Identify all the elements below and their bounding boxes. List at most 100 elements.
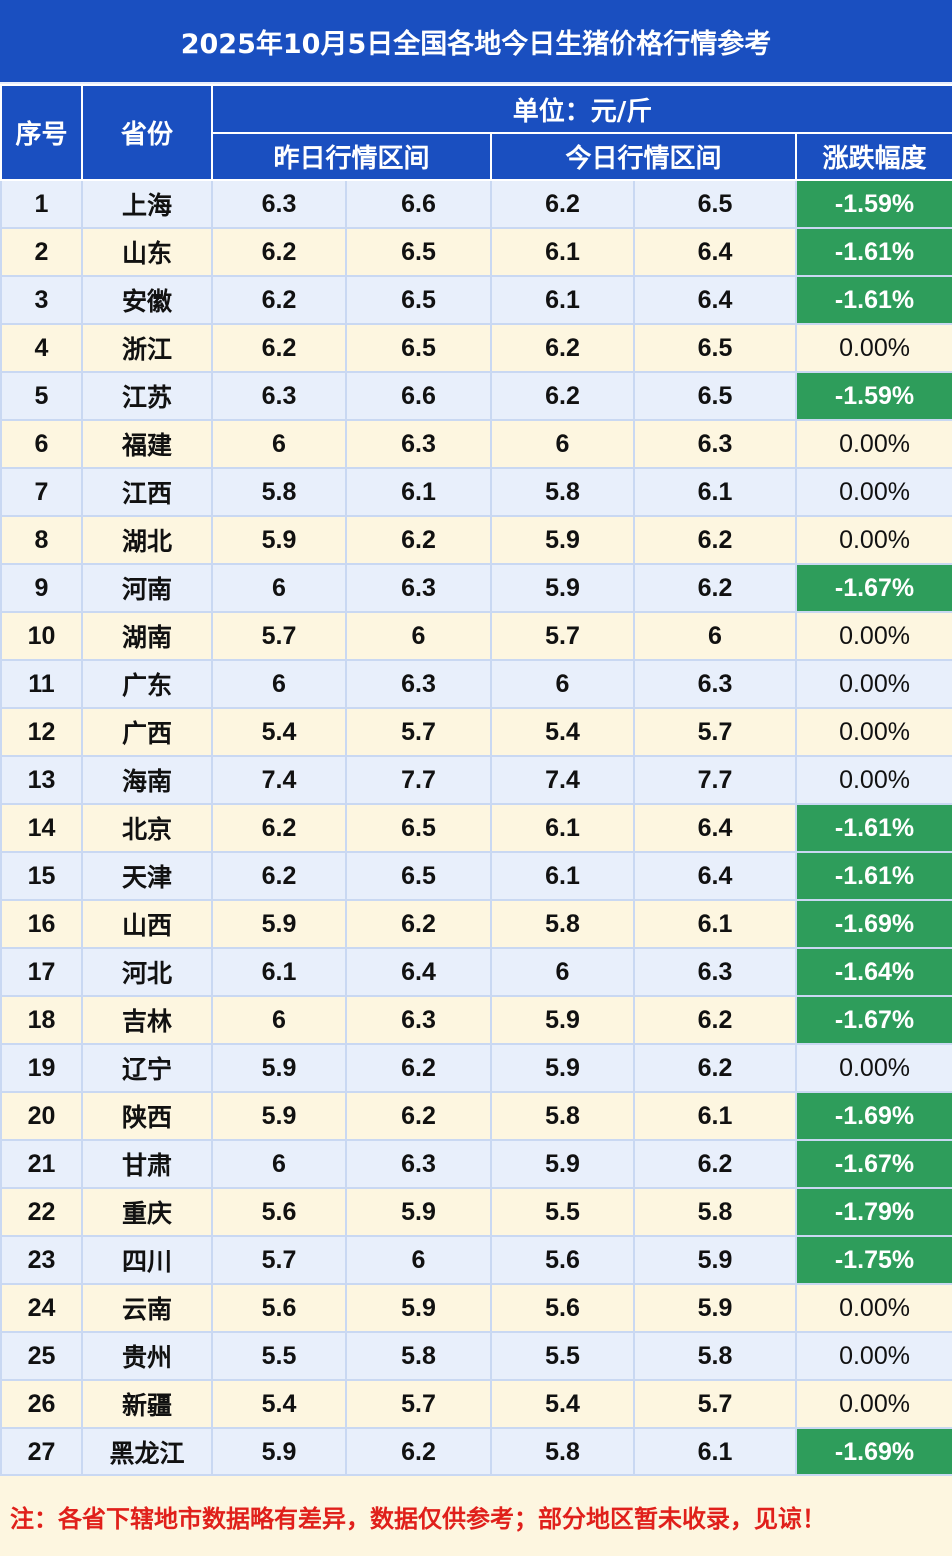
table-row: 3 安徽 6.2 6.5 6.1 6.4 -1.61%	[0, 275, 952, 325]
cell-yesterday-low: 5.9	[211, 1427, 347, 1477]
table-row: 4 浙江 6.2 6.5 6.2 6.5 0.00%	[0, 323, 952, 373]
cell-yesterday-high: 6.3	[345, 563, 492, 613]
cell-province: 浙江	[81, 323, 213, 373]
cell-change: 0.00%	[794, 323, 952, 373]
cell-today-low: 5.9	[490, 995, 635, 1045]
cell-change: -1.67%	[794, 563, 952, 613]
cell-index: 13	[0, 755, 83, 805]
cell-province: 贵州	[81, 1331, 213, 1381]
header-province: 省份	[81, 84, 213, 181]
cell-index: 19	[0, 1043, 83, 1093]
cell-change: 0.00%	[794, 1283, 952, 1333]
cell-province: 江西	[81, 467, 213, 517]
cell-today-low: 6.2	[490, 179, 635, 229]
table-row: 26 新疆 5.4 5.7 5.4 5.7 0.00%	[0, 1379, 952, 1429]
cell-today-high: 6.1	[633, 467, 797, 517]
cell-yesterday-high: 6.5	[345, 851, 492, 901]
cell-index: 12	[0, 707, 83, 757]
cell-yesterday-low: 7.4	[211, 755, 347, 805]
cell-yesterday-low: 6	[211, 659, 347, 709]
table-row: 24 云南 5.6 5.9 5.6 5.9 0.00%	[0, 1283, 952, 1333]
table-row: 16 山西 5.9 6.2 5.8 6.1 -1.69%	[0, 899, 952, 949]
cell-today-low: 5.9	[490, 563, 635, 613]
cell-change: -1.64%	[794, 947, 952, 997]
cell-change: 0.00%	[794, 611, 952, 661]
cell-today-high: 5.7	[633, 707, 797, 757]
cell-yesterday-low: 5.4	[211, 707, 347, 757]
cell-today-low: 5.5	[490, 1331, 635, 1381]
table-row: 7 江西 5.8 6.1 5.8 6.1 0.00%	[0, 467, 952, 517]
cell-change: -1.67%	[794, 995, 952, 1045]
cell-index: 9	[0, 563, 83, 613]
cell-today-low: 5.9	[490, 1043, 635, 1093]
cell-today-low: 5.6	[490, 1235, 635, 1285]
cell-yesterday-low: 6.2	[211, 851, 347, 901]
cell-today-high: 5.9	[633, 1283, 797, 1333]
table-row: 23 四川 5.7 6 5.6 5.9 -1.75%	[0, 1235, 952, 1285]
table-header: 序号 省份 单位：元/斤 昨日行情区间 今日行情区间 涨跌幅度	[0, 84, 952, 181]
cell-province: 河北	[81, 947, 213, 997]
cell-change: -1.69%	[794, 1427, 952, 1477]
cell-province: 辽宁	[81, 1043, 213, 1093]
cell-today-low: 6.2	[490, 371, 635, 421]
cell-index: 15	[0, 851, 83, 901]
cell-change: 0.00%	[794, 659, 952, 709]
cell-index: 1	[0, 179, 83, 229]
cell-yesterday-high: 6.3	[345, 659, 492, 709]
cell-today-high: 6.4	[633, 851, 797, 901]
cell-yesterday-high: 6.5	[345, 803, 492, 853]
header-change: 涨跌幅度	[794, 132, 952, 181]
cell-yesterday-high: 6	[345, 1235, 492, 1285]
cell-today-low: 5.4	[490, 1379, 635, 1429]
cell-province: 江苏	[81, 371, 213, 421]
cell-yesterday-high: 6.4	[345, 947, 492, 997]
cell-yesterday-high: 5.7	[345, 1379, 492, 1429]
cell-today-low: 5.8	[490, 1091, 635, 1141]
cell-index: 2	[0, 227, 83, 277]
cell-yesterday-low: 6	[211, 419, 347, 469]
cell-index: 24	[0, 1283, 83, 1333]
cell-today-high: 6.2	[633, 515, 797, 565]
cell-change: -1.75%	[794, 1235, 952, 1285]
cell-index: 11	[0, 659, 83, 709]
table-row: 20 陕西 5.9 6.2 5.8 6.1 -1.69%	[0, 1091, 952, 1141]
table-row: 25 贵州 5.5 5.8 5.5 5.8 0.00%	[0, 1331, 952, 1381]
cell-yesterday-high: 5.9	[345, 1187, 492, 1237]
cell-province: 山东	[81, 227, 213, 277]
cell-yesterday-low: 6	[211, 563, 347, 613]
cell-change: 0.00%	[794, 755, 952, 805]
cell-today-high: 6.1	[633, 899, 797, 949]
cell-change: -1.59%	[794, 371, 952, 421]
cell-change: -1.61%	[794, 227, 952, 277]
cell-yesterday-low: 5.9	[211, 899, 347, 949]
cell-index: 14	[0, 803, 83, 853]
cell-province: 重庆	[81, 1187, 213, 1237]
cell-yesterday-high: 6.5	[345, 275, 492, 325]
cell-yesterday-low: 6.2	[211, 227, 347, 277]
cell-yesterday-high: 6.6	[345, 179, 492, 229]
cell-today-high: 6.5	[633, 323, 797, 373]
cell-today-low: 5.7	[490, 611, 635, 661]
cell-today-low: 5.4	[490, 707, 635, 757]
table-row: 1 上海 6.3 6.6 6.2 6.5 -1.59%	[0, 179, 952, 229]
cell-today-low: 5.9	[490, 515, 635, 565]
cell-province: 吉林	[81, 995, 213, 1045]
cell-today-high: 6.4	[633, 275, 797, 325]
cell-yesterday-low: 5.6	[211, 1187, 347, 1237]
cell-change: -1.59%	[794, 179, 952, 229]
cell-province: 河南	[81, 563, 213, 613]
cell-today-low: 6	[490, 419, 635, 469]
cell-index: 23	[0, 1235, 83, 1285]
table-row: 14 北京 6.2 6.5 6.1 6.4 -1.61%	[0, 803, 952, 853]
cell-today-low: 6	[490, 947, 635, 997]
cell-province: 甘肃	[81, 1139, 213, 1189]
cell-index: 26	[0, 1379, 83, 1429]
cell-change: -1.61%	[794, 803, 952, 853]
cell-today-low: 6.1	[490, 851, 635, 901]
cell-yesterday-low: 6.1	[211, 947, 347, 997]
cell-index: 22	[0, 1187, 83, 1237]
cell-change: 0.00%	[794, 1043, 952, 1093]
cell-yesterday-low: 6.2	[211, 275, 347, 325]
cell-change: 0.00%	[794, 1379, 952, 1429]
cell-yesterday-low: 6.3	[211, 371, 347, 421]
